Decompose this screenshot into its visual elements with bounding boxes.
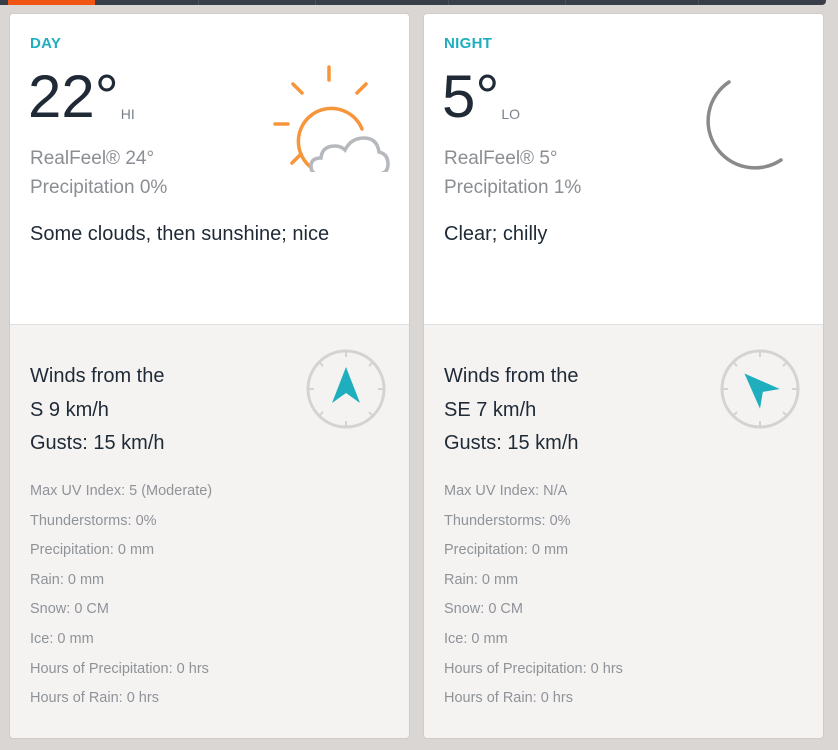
wind-intro: Winds from the	[30, 365, 165, 387]
day-temperature-row: 22° HI	[28, 62, 135, 132]
detail-ice: Ice: 0 mm	[444, 630, 508, 647]
wind-compass-icon	[720, 349, 800, 429]
night-wind-speed: SE 7 km/h	[444, 398, 537, 421]
day-realfeel-block: RealFeel® 24° Precipitation 0%	[30, 144, 167, 202]
wind-arrow	[332, 367, 360, 403]
night-label: NIGHT	[444, 35, 493, 52]
night-card: NIGHT 5° LO RealFeel® 5° Precipitation 1…	[423, 13, 824, 739]
night-realfeel: RealFeel® 5°	[444, 148, 558, 169]
day-card: DAY 22° HI RealFeel® 24° Precipitation 0…	[9, 13, 410, 739]
night-realfeel-block: RealFeel® 5° Precipitation 1%	[444, 144, 581, 202]
night-temperature: 5°	[442, 63, 500, 130]
night-temperature-row: 5° LO	[442, 62, 520, 132]
nav-divider	[698, 0, 699, 5]
detail-snow: Snow: 0 CM	[444, 601, 523, 618]
detail-hours-rain: Hours of Rain: 0 hrs	[30, 690, 159, 707]
day-phrase: Some clouds, then sunshine; nice	[30, 223, 330, 245]
day-details: Max UV Index: 5 (Moderate) Thunderstorms…	[30, 477, 212, 714]
sun-cloud-icon	[273, 65, 390, 172]
nav-divider	[198, 0, 199, 5]
detail-hours-precip: Hours of Precipitation: 0 hrs	[444, 660, 623, 677]
night-details: Max UV Index: N/A Thunderstorms: 0% Prec…	[444, 477, 623, 714]
detail-hours-rain: Hours of Rain: 0 hrs	[444, 690, 573, 707]
day-wind-block: Winds from the S 9 km/h Gusts: 15 km/h	[30, 360, 165, 461]
detail-uv: Max UV Index: 5 (Moderate)	[30, 483, 213, 499]
detail-thunderstorms: Thunderstorms: 0%	[30, 512, 157, 529]
nav-divider	[448, 0, 449, 5]
detail-ice: Ice: 0 mm	[30, 630, 94, 647]
detail-thunderstorms: Thunderstorms: 0%	[444, 512, 571, 529]
detail-uv: Max UV Index: N/A	[444, 483, 568, 499]
day-gusts: Gusts: 15 km/h	[30, 432, 165, 454]
nav-divider	[565, 0, 566, 5]
day-summary: DAY 22° HI RealFeel® 24° Precipitation 0…	[10, 14, 409, 325]
night-wind-block: Winds from the SE 7 km/h Gusts: 15 km/h	[444, 360, 579, 461]
detail-hours-precip: Hours of Precipitation: 0 hrs	[30, 660, 209, 677]
night-summary: NIGHT 5° LO RealFeel® 5° Precipitation 1…	[424, 14, 823, 325]
lo-label: LO	[501, 106, 521, 122]
day-realfeel: RealFeel® 24°	[30, 148, 155, 169]
detail-precipitation: Precipitation: 0 mm	[444, 542, 569, 559]
day-label: DAY	[30, 35, 62, 52]
nav-tab-active-indicator[interactable]	[8, 0, 95, 5]
detail-rain: Rain: 0 mm	[444, 571, 519, 588]
detail-precipitation: Precipitation: 0 mm	[30, 542, 155, 559]
hi-label: HI	[120, 106, 135, 122]
detail-rain: Rain: 0 mm	[30, 571, 105, 588]
wind-intro: Winds from the	[444, 365, 579, 387]
day-temperature: 22°	[28, 63, 119, 130]
top-nav-bar	[0, 0, 826, 5]
night-precipitation: Precipitation 1%	[444, 177, 582, 198]
moon-icon	[706, 80, 783, 170]
wind-compass-icon	[306, 349, 386, 429]
wind-arrow	[744, 373, 780, 409]
detail-snow: Snow: 0 CM	[30, 601, 109, 618]
nav-divider	[315, 0, 316, 5]
night-phrase: Clear; chilly	[444, 223, 548, 245]
day-wind-speed: S 9 km/h	[30, 398, 109, 421]
night-gusts: Gusts: 15 km/h	[444, 432, 579, 454]
day-precipitation: Precipitation 0%	[30, 177, 168, 198]
